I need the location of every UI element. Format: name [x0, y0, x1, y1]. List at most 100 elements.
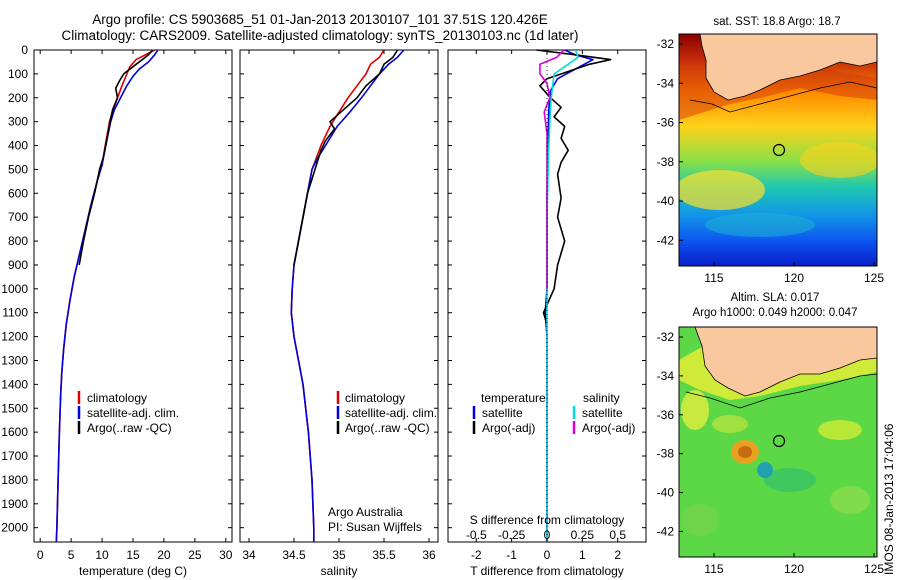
legend-label-argo: Argo(..raw -QC) — [87, 421, 172, 435]
lat-tick-label: -34 — [657, 76, 675, 90]
sla-map-frame — [678, 326, 878, 558]
sst-cool-patch — [705, 213, 815, 237]
legend-label-climatology: climatology — [87, 391, 147, 405]
depth-tick-label: 1300 — [1, 353, 28, 367]
figure-title-line2: Climatology: CARS2009. Satellite-adjuste… — [61, 28, 579, 43]
sst-warm-patch — [679, 170, 765, 210]
credit-line-2: PI: Susan Wijffels — [328, 520, 422, 534]
lon-tick-label: 115 — [704, 271, 723, 285]
depth-tick-label: 1500 — [1, 401, 28, 415]
difference-legend: temperature salinity satellite Argo(-adj… — [472, 391, 635, 435]
s-tick-label: -0.25 — [498, 528, 526, 542]
x-tick-label: 5 — [68, 548, 75, 562]
x-tick-label: -1 — [506, 548, 517, 562]
depth-tick-label: 300 — [8, 115, 28, 129]
legend-label-satellite: satellite-adj. clim. — [87, 406, 179, 420]
salinity-legend: climatology satellite-adj. clim. Argo(..… — [336, 391, 437, 435]
sst-map-title: sat. SST: 18.8 Argo: 18.7 — [713, 16, 840, 28]
series-argo-raw-qc- — [293, 49, 399, 266]
depth-tick-label: 500 — [8, 162, 28, 176]
series-argo-raw-qc- — [78, 49, 154, 266]
depth-tick-label: 1000 — [1, 282, 28, 296]
depth-tick-label: 1700 — [1, 449, 28, 463]
legend-label-t-argo: Argo(-adj) — [482, 421, 535, 435]
depth-tick-label: 2000 — [1, 521, 28, 535]
depth-tick-label: 600 — [8, 186, 28, 200]
sst-warm-patch — [800, 142, 877, 178]
legend-label-satellite: satellite-adj. clim. — [345, 406, 437, 420]
sla-map-subtitle: Argo h1000: 0.049 h2000: 0.047 — [693, 307, 858, 319]
depth-tick-label: 100 — [8, 67, 28, 81]
s-tick-label: -0.5 — [466, 528, 487, 542]
x-tick-label: 1 — [579, 548, 586, 562]
lon-tick-label: 125 — [864, 562, 884, 576]
depth-tick-label: 1900 — [1, 497, 28, 511]
series-climatology — [290, 49, 385, 542]
legend-label-argo: Argo(..raw -QC) — [345, 421, 430, 435]
sla-map — [679, 327, 877, 557]
australia-land — [699, 34, 877, 101]
depth-tick-label: 700 — [8, 210, 28, 224]
depth-tick-label: 900 — [8, 258, 28, 272]
lat-tick-label: -38 — [657, 447, 675, 461]
lat-tick-label: -36 — [657, 408, 675, 422]
temperature-xlabel: temperature (deg C) — [79, 564, 187, 578]
australia-land — [694, 327, 877, 397]
temperature-legend: climatology satellite-adj. clim. Argo(..… — [77, 391, 179, 435]
lat-tick-label: -32 — [657, 330, 675, 344]
x-tick-label: 15 — [126, 548, 140, 562]
s-tick-label: 0.25 — [571, 528, 595, 542]
lat-tick-label: -36 — [657, 116, 675, 130]
sla-positive-anomaly — [738, 446, 752, 458]
sla-patch — [712, 415, 748, 433]
x-tick-label: 20 — [157, 548, 171, 562]
series-salinity-argo-adj- — [539, 49, 565, 289]
x-tick-label: 10 — [95, 548, 109, 562]
x-tick-label: 34 — [242, 548, 256, 562]
bathymetry-contour — [689, 81, 877, 113]
lat-tick-label: -34 — [657, 369, 675, 383]
x-tick-label: 35.5 — [372, 548, 396, 562]
x-tick-label: 30 — [219, 548, 233, 562]
x-tick-label: 36 — [422, 548, 436, 562]
sla-map-title: Altim. SLA: 0.017 — [731, 292, 820, 304]
x-tick-label: -2 — [471, 548, 482, 562]
lat-tick-label: -40 — [657, 194, 675, 208]
legend-label-s-argo: Argo(-adj) — [582, 421, 635, 435]
argo-location-marker — [772, 143, 786, 157]
depth-tick-label: 400 — [8, 139, 28, 153]
x-tick-label: 25 — [188, 548, 202, 562]
legend-head-salinity: salinity — [583, 391, 620, 405]
bathymetry-contour — [685, 373, 877, 409]
series-temperature-argo-adj- — [536, 49, 612, 325]
x-tick-label: 35 — [332, 548, 346, 562]
x-tick-label: 2 — [614, 548, 621, 562]
x-tick-label: 0 — [37, 548, 44, 562]
lon-tick-label: 125 — [864, 271, 884, 285]
credit-line-1: Argo Australia — [328, 505, 403, 519]
sla-patch — [682, 504, 718, 536]
legend-label-climatology: climatology — [345, 391, 405, 405]
depth-tick-label: 1600 — [1, 425, 28, 439]
depth-tick-label: 1800 — [1, 473, 28, 487]
temperature-panel — [33, 49, 233, 543]
lon-tick-label: 120 — [784, 562, 804, 576]
legend-label-t-satellite: satellite — [482, 406, 523, 420]
series-satellite-adj-clim- — [290, 49, 405, 542]
imos-timestamp: IMOS 08-Jan-2013 17:04:06 — [882, 423, 896, 575]
depth-tick-label: 1400 — [1, 377, 28, 391]
lat-tick-label: -40 — [657, 486, 675, 500]
depth-tick-label: 1200 — [1, 330, 28, 344]
sla-negative-anomaly — [757, 462, 773, 478]
depth-tick-label: 200 — [8, 91, 28, 105]
legend-head-temperature: temperature — [481, 391, 546, 405]
sla-patch — [681, 390, 709, 430]
lat-tick-label: -42 — [657, 233, 675, 247]
series-temperature-satellite — [544, 49, 594, 542]
series-satellite-adj-clim- — [55, 49, 159, 543]
lon-tick-label: 115 — [704, 562, 723, 576]
x-tick-label: 0 — [544, 548, 551, 562]
lon-tick-label: 120 — [784, 271, 804, 285]
s-tick-label: 0.5 — [609, 528, 626, 542]
